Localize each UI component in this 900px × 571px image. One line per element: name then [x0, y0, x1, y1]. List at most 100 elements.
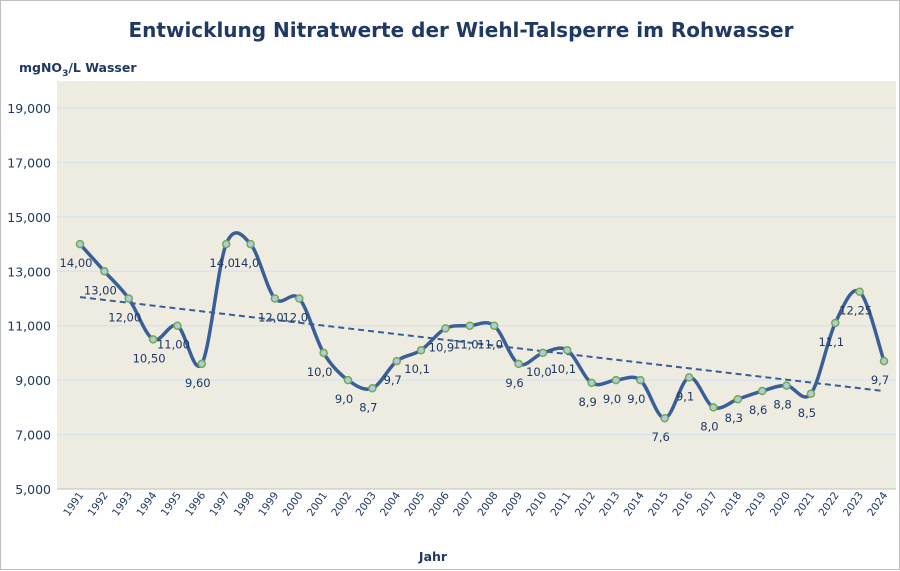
data-point [587, 378, 596, 388]
data-label: 9,7 [384, 373, 402, 387]
x-tick-label: 2016 [670, 490, 695, 519]
y-tick-label: 15,000 [7, 210, 51, 225]
data-point [295, 294, 304, 303]
data-point [757, 386, 767, 396]
x-axis-title: Jahr [418, 549, 448, 564]
y-axis-title: mgNO3/L Wasser [19, 60, 137, 79]
data-label: 14,0 [234, 256, 260, 270]
data-label: 13,00 [84, 283, 117, 297]
x-tick-label: 2003 [354, 490, 379, 519]
x-tick-label: 2024 [865, 490, 890, 519]
data-label: 11,0 [477, 338, 503, 352]
x-tick-label: 2018 [719, 490, 744, 519]
y-tick-label: 5,000 [15, 482, 51, 497]
x-tick-label: 2023 [841, 490, 866, 519]
x-tick-label: 2022 [817, 490, 842, 519]
data-point [148, 335, 158, 344]
data-label: 8,6 [749, 403, 767, 417]
data-label: 9,0 [627, 392, 645, 406]
data-label: 14,00 [60, 256, 93, 270]
x-tick-label: 2008 [475, 490, 500, 519]
chart-title: Entwicklung Nitratwerte der Wiehl-Talspe… [129, 18, 794, 42]
x-tick-label: 1998 [232, 490, 257, 519]
y-tick-label: 13,000 [7, 264, 51, 279]
data-point [465, 321, 475, 330]
data-label: 8,8 [773, 398, 791, 412]
x-tick-label: 1994 [134, 490, 159, 519]
data-label: 8,0 [700, 419, 718, 433]
data-label: 10,1 [404, 362, 430, 376]
data-point [416, 345, 426, 355]
data-label: 12,00 [108, 311, 141, 325]
data-point [100, 267, 109, 276]
data-point [563, 345, 572, 355]
x-tick-label: 1997 [207, 490, 232, 519]
x-tick-label: 2005 [402, 490, 427, 519]
x-tick-label: 2010 [524, 490, 549, 519]
data-label: 10,0 [307, 365, 333, 379]
y-tick-label: 7,000 [15, 428, 51, 443]
data-point [660, 413, 669, 423]
data-label: 8,3 [725, 411, 743, 425]
data-point [368, 384, 377, 393]
x-tick-label: 1991 [61, 490, 86, 519]
plot-area [57, 81, 896, 489]
data-label: 9,0 [335, 392, 353, 406]
data-point [221, 239, 231, 249]
x-tick-label: 2006 [427, 490, 452, 519]
data-point [611, 375, 621, 385]
y-tick-label: 9,000 [15, 373, 51, 388]
y-tick-label: 17,000 [7, 155, 51, 170]
x-tick-label: 2021 [792, 490, 817, 519]
data-point [855, 287, 864, 296]
x-tick-label: 2004 [378, 490, 403, 519]
data-label: 9,60 [185, 376, 211, 390]
data-point [319, 348, 328, 358]
y-tick-label: 19,000 [7, 101, 51, 116]
data-label: 12,25 [839, 304, 872, 318]
data-label: 9,7 [871, 373, 889, 387]
data-point [782, 381, 791, 390]
data-label: 10,9 [429, 340, 455, 354]
data-label: 10,1 [550, 362, 576, 376]
series-line [78, 231, 886, 420]
x-tick-label: 2002 [329, 490, 354, 519]
data-label: 12,0 [282, 311, 308, 325]
data-label: 14,0 [209, 256, 235, 270]
data-point [75, 239, 85, 249]
data-label: 9,0 [603, 392, 621, 406]
data-label: 11,00 [157, 338, 190, 352]
x-tick-label: 2001 [305, 490, 330, 519]
data-point [173, 321, 182, 330]
data-point [806, 389, 816, 398]
data-point [246, 239, 255, 249]
x-tick-label: 2007 [451, 490, 476, 519]
data-point [831, 318, 840, 328]
data-point [197, 359, 207, 369]
data-point [684, 373, 694, 382]
data-label: 8,9 [578, 395, 596, 409]
x-tick-label: 2012 [573, 490, 598, 519]
data-point [392, 356, 401, 366]
x-tick-label: 2020 [768, 490, 793, 519]
x-tick-label: 1992 [86, 490, 111, 519]
data-label: 7,6 [652, 430, 670, 444]
x-tick-label: 2013 [597, 490, 622, 519]
data-label: 11,0 [453, 338, 479, 352]
y-tick-label: 11,000 [7, 319, 51, 334]
data-point [270, 294, 280, 303]
x-tick-label: 2009 [500, 490, 525, 519]
data-label: 8,7 [359, 400, 377, 414]
data-point [441, 324, 450, 333]
x-tick-label: 1995 [159, 490, 184, 519]
data-point [733, 394, 743, 404]
data-label: 9,6 [505, 376, 523, 390]
data-point [489, 321, 499, 330]
data-point [343, 375, 353, 385]
data-label: 8,5 [798, 406, 816, 420]
x-tick-label: 1999 [256, 490, 281, 519]
data-label: 10,0 [526, 365, 552, 379]
data-label: 11,1 [818, 335, 844, 349]
